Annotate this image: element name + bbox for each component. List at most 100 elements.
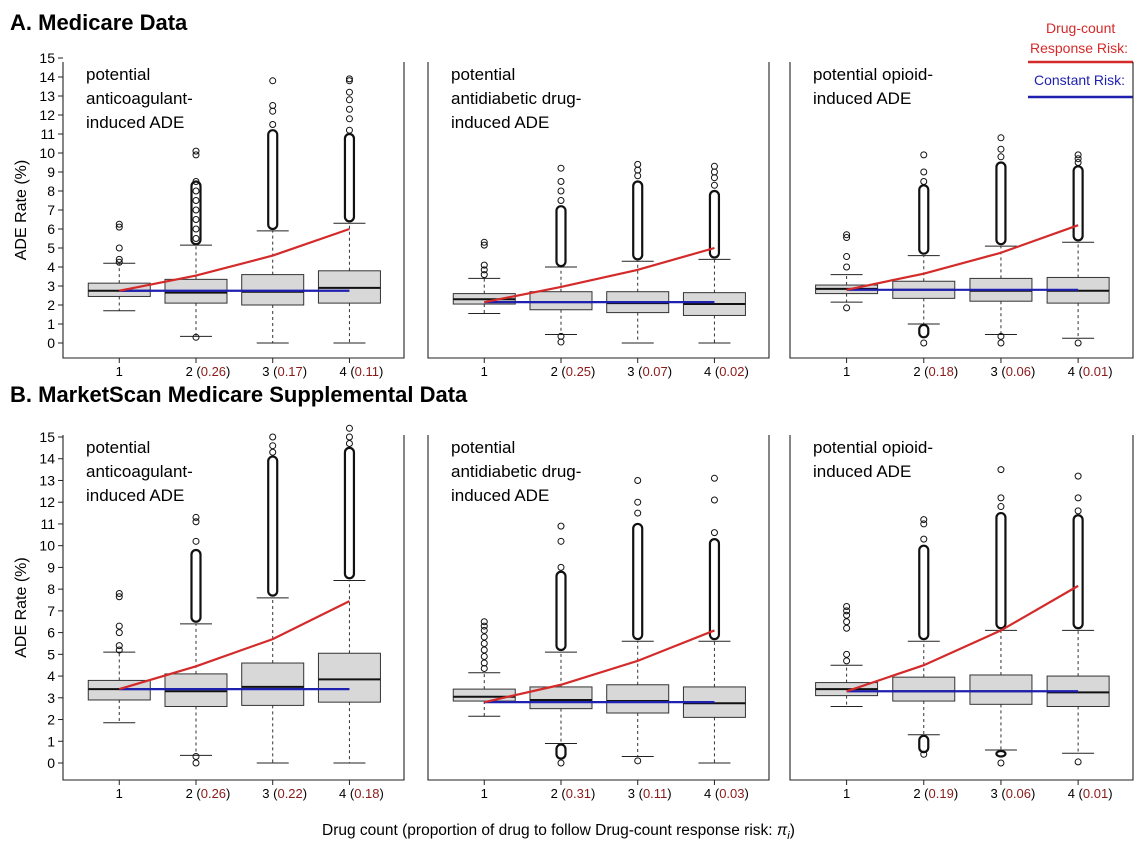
- panel-a1-outlier-band: [343, 132, 356, 223]
- panel-b3-outlier: [843, 603, 851, 611]
- panel-b3-outlier: [843, 607, 851, 615]
- panel-a1-outlier: [192, 235, 200, 242]
- panel-b3-category-label: 2 (0.19): [913, 786, 958, 801]
- panel-b3-outlier: [1074, 507, 1082, 515]
- panel-b2-outlier: [480, 639, 488, 647]
- panel-a1-outlier: [115, 258, 123, 266]
- panel-a2-proportion-value: 0.02: [719, 364, 744, 379]
- x-axis-title-close: ): [789, 822, 795, 839]
- panel-b3-category-label: 1: [843, 786, 850, 801]
- panel-a2-outlier-band: [555, 205, 567, 268]
- panel-a1-ytick-label: 15: [39, 50, 55, 66]
- panel-b2-outlier: [634, 509, 642, 517]
- panel-b1-ylabel: ADE Rate (%): [13, 557, 30, 657]
- panel-a1-ytick-label: 11: [40, 126, 55, 142]
- panel-b1-outlier: [192, 518, 200, 526]
- panel-a2-outlier: [557, 178, 565, 185]
- panel-b2-outlier: [634, 476, 642, 484]
- panel-b1-outlier: [269, 448, 277, 456]
- panel-a1-outlier-band: [267, 129, 279, 231]
- panel-b1-title-line: potential: [86, 438, 150, 457]
- panel-b3-outlier: [843, 611, 851, 619]
- panel-b3-proportion-close: ): [1031, 786, 1035, 801]
- panel-a1-outlier: [192, 197, 200, 204]
- panel-a3-outlier-band: [1072, 165, 1084, 242]
- panel-b2-outlier: [557, 563, 565, 571]
- panel-a3-title-line: potential opioid-: [813, 65, 933, 84]
- panel-b2-box: [606, 684, 670, 714]
- panel-b3-outlier: [920, 535, 928, 543]
- panel-a1-proportion-value: 0.26: [201, 364, 226, 379]
- panel-b3-outlier: [1074, 758, 1082, 766]
- panel-b1-ytick-label: 12: [39, 494, 55, 510]
- panel-a2-title-line: antidiabetic drug-: [451, 89, 581, 108]
- panel-a2-outlier-band: [632, 180, 644, 261]
- panel-a2-outlier: [710, 174, 718, 182]
- panel-b1-category-label: 1: [116, 786, 123, 801]
- panel-a1-ytick-label: 6: [47, 221, 55, 237]
- panel-b3-response-risk-line: [846, 584, 1079, 693]
- panel-b1-proportion-close: ): [380, 786, 384, 801]
- panel-b2-proportion-value: 0.03: [719, 786, 744, 801]
- panel-b2-frame: [427, 435, 770, 781]
- panel-b1-ytick-label: 2: [47, 712, 55, 728]
- panel-a1-outlier: [192, 333, 200, 341]
- panel-b3-outlier: [843, 650, 851, 658]
- legend-response-label-2: Response Risk:: [1030, 40, 1129, 56]
- panel-a2-outlier: [480, 271, 488, 279]
- panel-b1-proportion-value: 0.26: [201, 786, 226, 801]
- panel-a1-outlier: [269, 102, 277, 109]
- panel-b3-proportion-value: 0.01: [1083, 786, 1108, 801]
- panel-a3-proportion-value: 0.06: [1006, 364, 1031, 379]
- panel-b2-outlier: [710, 474, 718, 482]
- panel-b2-title-line: induced ADE: [451, 486, 549, 505]
- panel-b2-outlier: [480, 622, 488, 630]
- panel-a1-ytick-label: 8: [47, 183, 55, 199]
- panel-b2-outlier: [480, 653, 488, 661]
- panel-b3-outlier-band: [995, 511, 1007, 630]
- panel-b1-outlier: [345, 433, 353, 441]
- panel-a1-ytick-label: 5: [47, 240, 55, 256]
- panel-a1-ytick-label: 0: [47, 335, 55, 351]
- panel-a2-category-label: 4 (0.02): [704, 364, 749, 379]
- panel-b3-outlier-band-low: [995, 749, 1007, 758]
- panel-b2-outlier: [710, 529, 718, 537]
- panel-a1-outlier: [345, 115, 353, 123]
- panel-b1-outlier: [269, 442, 277, 450]
- panel-a3-outlier-band: [918, 184, 930, 255]
- panel-b1-ytick-label: 6: [47, 625, 55, 641]
- panel-b1-ytick-label: 5: [47, 646, 55, 662]
- panel-b3-title-line: potential opioid-: [813, 438, 933, 457]
- panel-b2-proportion-value: 0.31: [566, 786, 591, 801]
- panel-b1-ytick-label: 10: [39, 538, 55, 554]
- panel-a2-title-line: induced ADE: [451, 113, 549, 132]
- panel-b3-proportion-close: ): [954, 786, 958, 801]
- panel-b3-proportion-close: ): [1108, 786, 1112, 801]
- panel-b2-proportion-close: ): [667, 786, 671, 801]
- panel-a1-category-label: 4 (0.11): [340, 364, 384, 379]
- x-axis-title: Drug count (proportion of drug to follow…: [322, 822, 795, 842]
- panel-a1-ytick-label: 12: [39, 107, 55, 123]
- panel-a1-outlier: [115, 255, 123, 263]
- panel-a1-proportion-value: 0.11: [355, 364, 379, 379]
- panel-a2-proportion-value: 0.07: [642, 364, 667, 379]
- legend-response-label-1: Drug-count: [1046, 20, 1116, 36]
- panel-b2-proportion-value: 0.11: [643, 786, 667, 801]
- panel-b2-outlier: [557, 522, 565, 530]
- panel-a3-outlier: [843, 234, 851, 242]
- panel-b1-ytick-label: 7: [47, 603, 55, 619]
- panel-a1-title-line: potential: [86, 65, 150, 84]
- panel-a1-outlier: [192, 151, 200, 159]
- panel-b3-category-label: 3 (0.06): [991, 786, 1036, 801]
- panel-a2-outlier-band: [708, 189, 721, 259]
- panel-a2-proportion-close: ): [591, 364, 595, 379]
- legend-constant-label: Constant Risk:: [1034, 72, 1126, 88]
- panel-b3-outlier-band-low: [918, 734, 930, 754]
- panel-a3-outlier-band-low: [918, 323, 930, 339]
- panel-b1-ytick-label: 15: [39, 429, 55, 445]
- panel-b3-outlier: [843, 618, 851, 626]
- panel-b2-outlier-band: [555, 570, 567, 652]
- panel-a2-outlier: [634, 160, 642, 168]
- panel-b1-outlier: [115, 622, 123, 630]
- panel-a1-outlier: [192, 147, 200, 155]
